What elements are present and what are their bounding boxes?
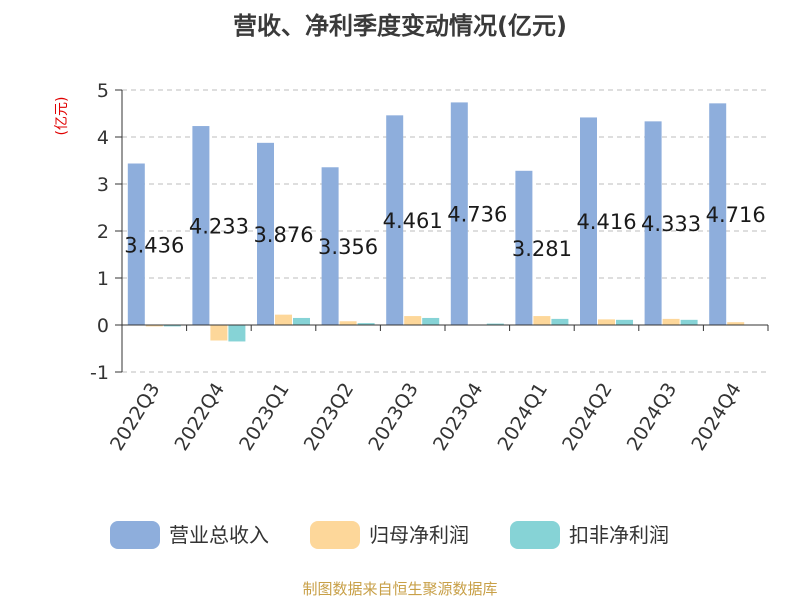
y-tick-label: 3 — [97, 174, 109, 196]
x-tick-label: 2022Q3 — [106, 379, 165, 455]
legend: 营业总收入 归母净利润 扣非净利润 — [110, 521, 669, 549]
x-tick-label: 2024Q2 — [558, 379, 617, 455]
bar — [486, 323, 504, 325]
bar — [293, 317, 310, 325]
data-label: 4.416 — [576, 210, 636, 234]
bar — [357, 323, 375, 325]
legend-item[interactable]: 归母净利润 — [310, 521, 469, 549]
bar — [163, 325, 181, 327]
data-label: 4.736 — [447, 203, 507, 227]
bar — [422, 317, 440, 325]
y-tick-label: 5 — [97, 80, 109, 102]
bar — [228, 325, 246, 342]
x-tick-label: 2023Q1 — [235, 379, 294, 455]
bar — [644, 121, 662, 325]
x-tick-label: 2024Q3 — [623, 379, 682, 455]
bar — [727, 322, 745, 325]
x-tick-label: 2023Q3 — [364, 379, 423, 455]
legend-swatch — [110, 521, 160, 549]
x-tick-label: 2023Q2 — [300, 379, 359, 455]
data-label: 4.716 — [706, 203, 766, 227]
data-label: 3.436 — [124, 233, 184, 257]
legend-label: 扣非净利润 — [569, 523, 669, 547]
bar — [321, 167, 339, 325]
bar — [515, 170, 533, 325]
y-axis-unit: (亿元) — [54, 97, 70, 136]
data-label: 3.356 — [318, 235, 378, 259]
bar — [339, 321, 357, 325]
bar — [386, 115, 404, 325]
y-tick-label: -1 — [90, 362, 109, 384]
bar — [680, 319, 698, 325]
bar — [598, 319, 615, 325]
bar — [551, 318, 569, 325]
y-tick-label: 1 — [97, 268, 109, 290]
bar — [533, 316, 551, 325]
y-tick-label: 0 — [97, 315, 109, 337]
source-note: 制图数据来自恒生聚源数据库 — [302, 580, 497, 598]
bar — [192, 126, 210, 325]
bar — [580, 117, 597, 325]
y-tick-label: 4 — [97, 127, 109, 149]
x-tick-label: 2024Q4 — [687, 379, 746, 455]
x-tick-label: 2022Q4 — [171, 379, 230, 455]
data-label: 4.333 — [641, 212, 701, 236]
legend-label: 归母净利润 — [369, 523, 469, 547]
bar — [210, 325, 228, 341]
bar — [145, 325, 163, 327]
y-tick-label: 2 — [97, 221, 109, 243]
legend-item[interactable]: 扣非净利润 — [510, 521, 669, 549]
bar — [709, 103, 727, 326]
chart-title: 营收、净利季度变动情况(亿元) — [233, 12, 567, 40]
legend-label: 营业总收入 — [169, 523, 269, 547]
data-label: 3.876 — [253, 223, 313, 247]
bar — [275, 314, 292, 325]
legend-item[interactable]: 营业总收入 — [110, 521, 269, 549]
bar-series — [127, 102, 745, 342]
x-tick-label: 2023Q4 — [429, 379, 488, 455]
x-tick-label: 2024Q1 — [494, 379, 553, 455]
data-label: 4.233 — [189, 215, 249, 239]
bar — [616, 319, 633, 325]
bar — [450, 102, 468, 326]
bar — [127, 163, 145, 325]
bar — [257, 142, 274, 325]
data-label: 4.461 — [383, 209, 443, 233]
bar — [404, 316, 422, 325]
legend-swatch — [310, 521, 360, 549]
data-label: 3.281 — [512, 237, 572, 261]
legend-swatch — [510, 521, 560, 549]
bar — [662, 318, 680, 325]
